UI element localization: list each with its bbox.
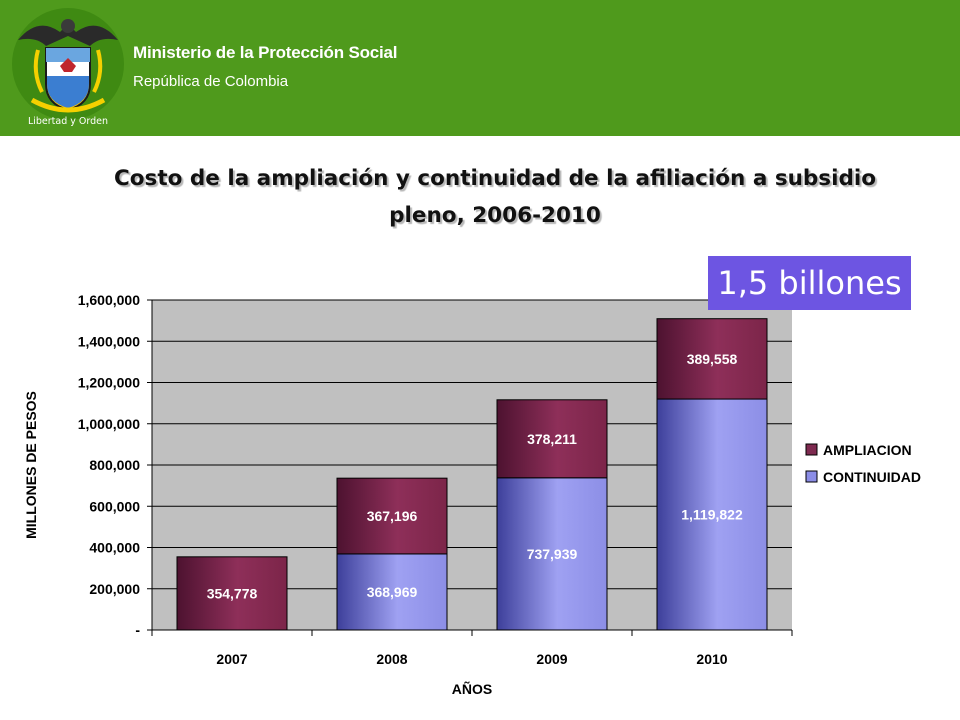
data-label: 367,196 [367,508,418,524]
data-label: 378,211 [527,431,577,447]
legend-swatch-ampliacion [805,443,818,456]
x-tick-label: 2008 [376,651,407,667]
y-axis-title: MILLONES DE PESOS [23,391,39,539]
bar-ampliacion-2010 [656,318,768,400]
bars: 354,778 368,969 367,196 737,939 378,211 1,119… [176,318,768,631]
x-axis-title: AÑOS [452,680,492,697]
bar-ampliacion-2008 [336,477,448,555]
legend: AMPLIACION CONTINUIDAD [805,442,921,485]
y-tick-label: 400,000 [89,540,140,556]
legend-label: AMPLIACION [823,442,912,458]
data-label: 389,558 [687,351,738,367]
bar-continuidad-2008 [336,553,448,631]
header-bar: Libertad y Orden Ministerio de la Protec… [0,0,960,136]
x-tick-label: 2010 [696,651,727,667]
bar-ampliacion-2009 [496,399,608,479]
y-tick-label: 1,200,000 [78,375,140,391]
y-tick-label: 1,400,000 [78,333,140,349]
legend-swatch-continuidad [805,470,818,483]
x-tick-label: 2009 [536,651,567,667]
data-label: 368,969 [367,584,418,600]
y-tick-label: - [135,622,140,638]
data-label: 737,939 [527,546,578,562]
x-axis-ticks: 2007 2008 2009 2010 [151,630,793,667]
y-tick-label: 800,000 [89,457,140,473]
ministry-name: Ministerio de la Protección Social [133,43,398,62]
data-label: 1,119,822 [681,507,743,523]
y-axis-ticks: - 200,000 400,000 600,000 800,000 1,000,000 1,… [78,292,152,638]
callout-box: 1,5 billones [708,256,911,310]
data-label: 354,778 [207,585,258,601]
republic-name: República de Colombia [133,73,289,90]
motto-text: Libertad y Orden [28,116,108,127]
legend-label: CONTINUIDAD [823,469,921,485]
slide-title: Costo de la ampliación y continuidad de … [113,166,877,228]
coat-of-arms-icon: Libertad y Orden [12,8,124,127]
y-tick-label: 1,000,000 [78,416,140,432]
y-tick-label: 600,000 [89,498,140,514]
bar-continuidad-2009 [496,477,608,631]
y-tick-label: 200,000 [89,581,140,597]
y-tick-label: 1,600,000 [78,292,140,308]
bar-ampliacion-2007 [176,556,288,631]
x-tick-label: 2007 [216,651,247,667]
